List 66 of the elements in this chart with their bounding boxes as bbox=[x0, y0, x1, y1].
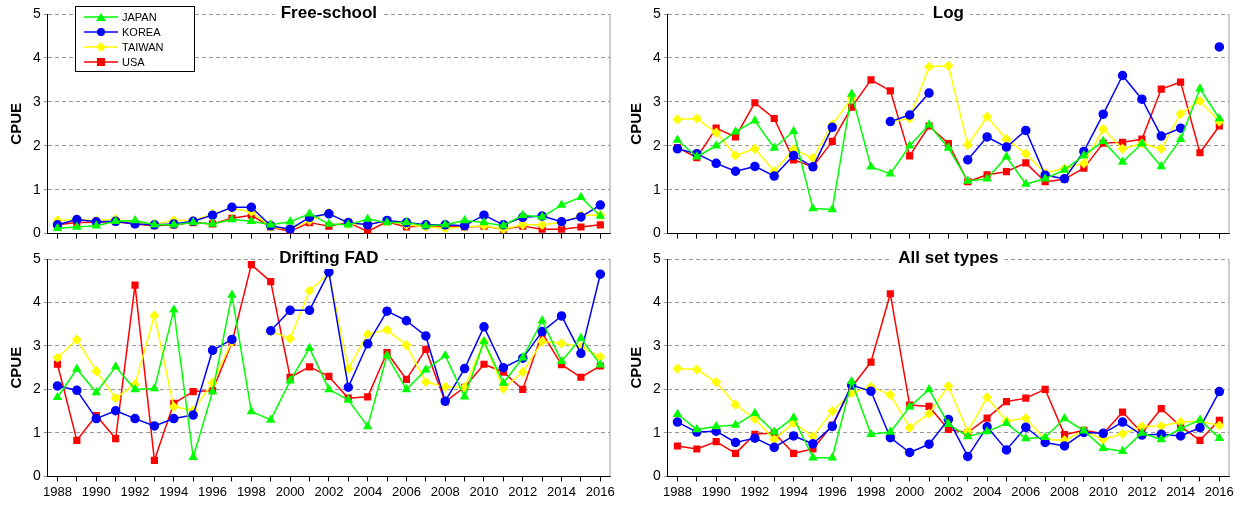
x-tick-label: 1994 bbox=[779, 483, 809, 499]
x-tick-label: 1990 bbox=[81, 483, 111, 499]
y-tick-label: 1 bbox=[32, 423, 41, 440]
x-tick-label: 1992 bbox=[120, 483, 150, 499]
x-tick-label: 2004 bbox=[353, 483, 383, 499]
y-tick-label: 0 bbox=[32, 224, 41, 241]
legend-label: USA bbox=[122, 55, 145, 68]
x-tick-label: 1998 bbox=[856, 483, 886, 499]
y-axis-title: CPUE bbox=[7, 102, 25, 145]
x-tick-label: 1992 bbox=[740, 483, 770, 499]
x-tick-label: 1998 bbox=[236, 483, 266, 499]
chart-title: All set types bbox=[898, 247, 999, 267]
x-tick-label: 2010 bbox=[469, 483, 499, 499]
chart-title: Free-school bbox=[280, 2, 378, 22]
y-tick-label: 3 bbox=[32, 336, 41, 353]
x-tick-label: 1988 bbox=[43, 483, 72, 499]
legend-label: JAPAN bbox=[122, 10, 157, 23]
x-tick-label: 2008 bbox=[1050, 483, 1079, 499]
chart-title: Log bbox=[932, 2, 964, 22]
x-tick-label: 2016 bbox=[585, 483, 615, 499]
x-tick-label: 1996 bbox=[817, 483, 847, 499]
y-tick-label: 2 bbox=[32, 136, 41, 153]
y-tick-label: 5 bbox=[32, 249, 41, 266]
y-tick-label: 2 bbox=[652, 136, 661, 153]
x-tick-label: 2014 bbox=[547, 483, 576, 499]
y-tick-label: 5 bbox=[32, 4, 41, 21]
x-tick-label: 2014 bbox=[1166, 483, 1196, 499]
x-tick-label: 2002 bbox=[314, 483, 344, 499]
y-tick-label: 3 bbox=[32, 92, 41, 109]
y-tick-label: 5 bbox=[652, 249, 661, 266]
y-tick-label: 4 bbox=[32, 48, 41, 65]
x-tick-label: 1988 bbox=[663, 483, 692, 499]
x-tick-label: 2012 bbox=[1127, 483, 1157, 499]
y-axis-title: CPUE bbox=[627, 346, 645, 389]
y-tick-label: 4 bbox=[32, 293, 41, 310]
x-tick-label: 2006 bbox=[391, 483, 421, 499]
y-tick-label: 0 bbox=[652, 224, 661, 241]
y-tick-label: 5 bbox=[652, 4, 661, 21]
y-tick-label: 0 bbox=[32, 467, 41, 484]
x-tick-label: 2006 bbox=[1011, 483, 1041, 499]
x-tick-label: 1996 bbox=[198, 483, 228, 499]
legend-label: KOREA bbox=[122, 25, 161, 38]
x-tick-label: 2012 bbox=[508, 483, 538, 499]
x-tick-label: 1990 bbox=[701, 483, 731, 499]
x-tick-label: 2016 bbox=[1204, 483, 1234, 499]
chart-title: Drifting FAD bbox=[279, 247, 379, 267]
y-tick-label: 0 bbox=[652, 467, 661, 484]
y-tick-label: 1 bbox=[652, 423, 661, 440]
x-tick-label: 2010 bbox=[1088, 483, 1118, 499]
x-tick-label: 2008 bbox=[430, 483, 460, 499]
y-tick-label: 3 bbox=[652, 336, 661, 353]
y-axis-title: CPUE bbox=[627, 102, 645, 145]
x-tick-label: 2000 bbox=[895, 483, 925, 499]
y-tick-label: 2 bbox=[32, 380, 41, 397]
y-tick-label: 2 bbox=[652, 380, 661, 397]
x-tick-label: 2004 bbox=[972, 483, 1002, 499]
y-tick-label: 4 bbox=[652, 48, 661, 65]
x-tick-label: 1994 bbox=[159, 483, 189, 499]
y-tick-label: 1 bbox=[652, 180, 661, 197]
legend-label: TAIWAN bbox=[122, 40, 164, 53]
x-tick-label: 2000 bbox=[275, 483, 305, 499]
x-tick-label: 2002 bbox=[933, 483, 963, 499]
y-tick-label: 1 bbox=[32, 180, 41, 197]
y-tick-label: 4 bbox=[652, 293, 661, 310]
y-tick-label: 3 bbox=[652, 92, 661, 109]
y-axis-title: CPUE bbox=[7, 346, 25, 389]
